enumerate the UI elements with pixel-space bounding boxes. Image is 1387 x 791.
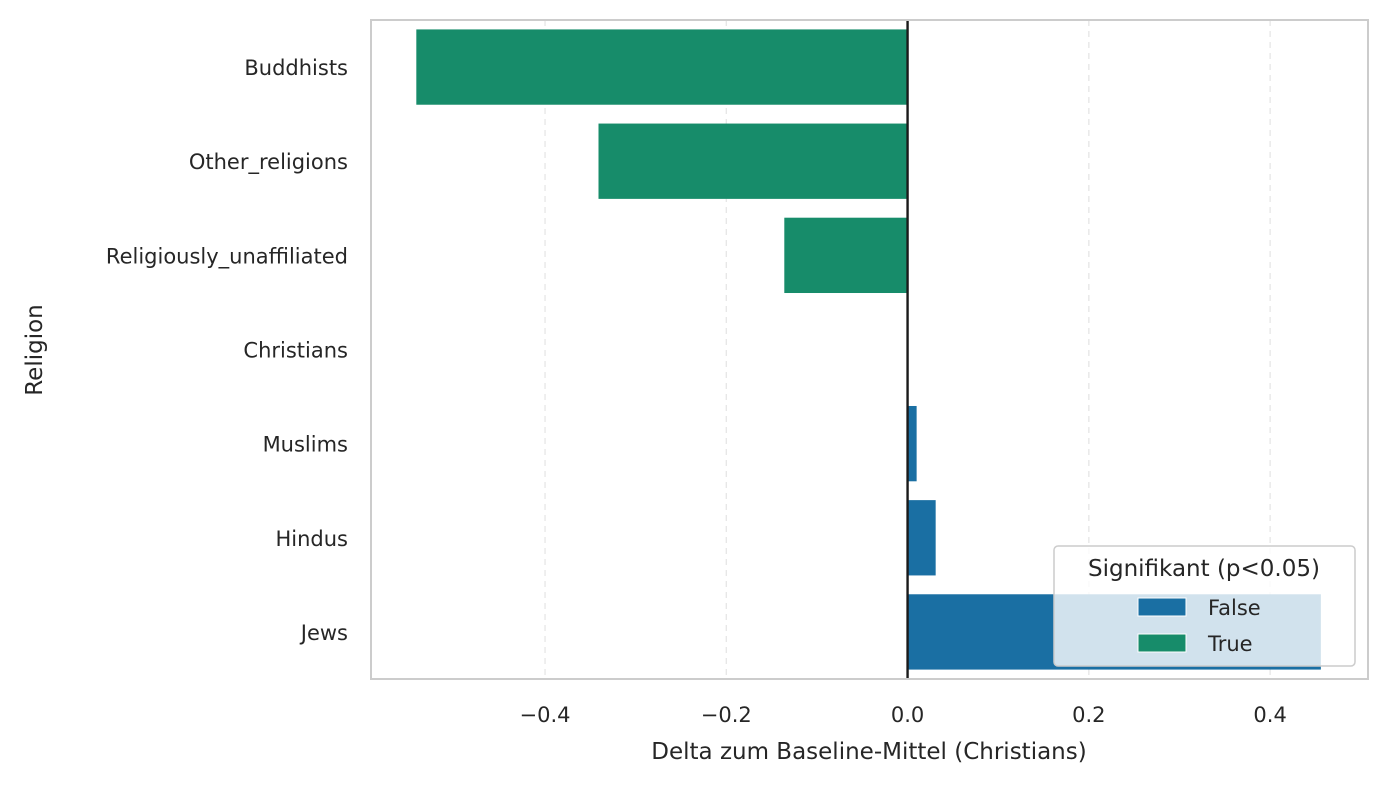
bar-religiously-unaffiliated (784, 217, 908, 294)
x-tick-label: 0.0 (891, 703, 924, 727)
legend: Signifikant (p<0.05) False True (1053, 545, 1356, 667)
x-axis-title: Delta zum Baseline-Mittel (Christians) (651, 739, 1086, 765)
y-tick-label: Other_religions (189, 150, 348, 175)
legend-box (1053, 545, 1356, 667)
plot-frame (370, 19, 1369, 680)
legend-label-true: True (1207, 632, 1253, 656)
y-tick-label: Jews (299, 621, 348, 645)
legend-swatch-false (1137, 597, 1187, 617)
x-tick-label: −0.2 (701, 703, 752, 727)
legend-swatch-true (1137, 633, 1187, 653)
y-tick-label: Muslims (263, 433, 348, 457)
bar-buddhists (416, 29, 908, 105)
x-tick-label: 0.4 (1253, 703, 1286, 727)
y-tick-label: Buddhists (244, 56, 348, 80)
bar-muslims (907, 405, 917, 482)
bar-other-religions (598, 123, 908, 199)
y-tick-labels: Buddhists Other_religions Religiously_unaf… (106, 56, 348, 645)
x-tick-labels: −0.4 −0.2 0.0 0.2 0.4 (520, 703, 1287, 727)
y-tick-label: Christians (243, 339, 348, 363)
legend-label-false: False (1208, 596, 1261, 620)
y-axis-title: Religion (22, 304, 48, 396)
x-tick-label: 0.2 (1072, 703, 1105, 727)
bar-hindus (907, 500, 936, 576)
y-tick-label: Hindus (275, 527, 348, 551)
legend-title: Signifikant (p<0.05) (1088, 556, 1320, 582)
y-tick-label: Religiously_unaffiliated (106, 244, 348, 269)
x-tick-label: −0.4 (520, 703, 571, 727)
